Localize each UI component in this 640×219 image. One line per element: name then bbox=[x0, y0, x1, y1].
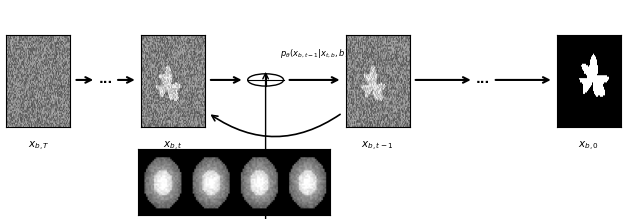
Text: $q(x_{b,t}|x_{b,t-1})$: $q(x_{b,t}|x_{b,t-1})$ bbox=[248, 163, 303, 176]
Text: $x_{b,t}$: $x_{b,t}$ bbox=[163, 140, 182, 153]
Text: $x_{b,0}$: $x_{b,0}$ bbox=[579, 140, 599, 153]
Text: $p_\theta(x_{b,t-1}|x_{t,b}, b)$: $p_\theta(x_{b,t-1}|x_{t,b}, b)$ bbox=[280, 48, 349, 60]
Text: ...: ... bbox=[99, 73, 113, 87]
Text: $x_{b,t-1}$: $x_{b,t-1}$ bbox=[362, 140, 394, 153]
Text: ...: ... bbox=[476, 73, 490, 87]
Text: $x_{b,T}$: $x_{b,T}$ bbox=[28, 140, 49, 153]
